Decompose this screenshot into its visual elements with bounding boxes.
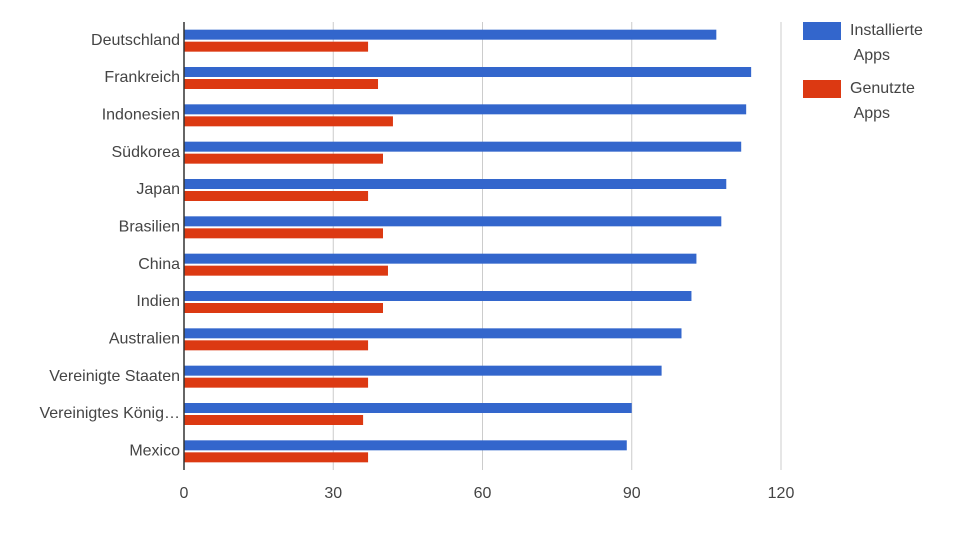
legend-swatch	[803, 80, 841, 98]
bar	[184, 67, 752, 77]
x-tick-label: 30	[324, 485, 342, 502]
bar	[184, 79, 379, 89]
legend-swatch	[803, 22, 841, 40]
x-tick-label: 90	[623, 485, 641, 502]
bar	[184, 328, 682, 339]
bar	[184, 291, 692, 301]
bar	[184, 191, 369, 201]
y-tick-label: Japan	[136, 181, 180, 198]
bar	[184, 179, 727, 189]
bar	[184, 228, 383, 239]
legend-label: Genutzte Apps	[850, 80, 915, 122]
bar	[184, 365, 662, 376]
bar	[184, 253, 697, 264]
bar	[184, 403, 632, 413]
y-tick-label: Vereinigtes König…	[39, 405, 180, 422]
bar	[184, 29, 717, 40]
y-tick-label: Vereinigte Staaten	[49, 368, 180, 385]
y-tick-label: Deutschland	[91, 32, 180, 49]
y-tick-label: Australien	[109, 331, 180, 348]
bar	[184, 303, 383, 313]
y-tick-label: Indien	[136, 293, 180, 310]
bar	[184, 153, 383, 164]
y-tick-label: China	[138, 256, 180, 273]
bar	[184, 116, 393, 127]
bar	[184, 452, 369, 463]
x-tick-label: 60	[474, 485, 492, 502]
y-tick-label: Mexico	[129, 443, 180, 460]
y-tick-label: Südkorea	[112, 144, 181, 161]
bar	[184, 415, 364, 425]
y-tick-label: Frankreich	[104, 69, 180, 86]
legend-label: Installierte Apps	[850, 22, 923, 64]
y-tick-label: Indonesien	[102, 107, 180, 124]
y-tick-label: Brasilien	[119, 219, 180, 236]
bar	[184, 41, 369, 52]
bar	[184, 216, 722, 227]
bar	[184, 377, 369, 388]
bar	[184, 141, 742, 152]
bar	[184, 340, 369, 351]
x-tick-label: 120	[768, 485, 795, 502]
bar	[184, 104, 747, 115]
x-tick-label: 0	[180, 485, 189, 502]
bar	[184, 440, 627, 451]
bar	[184, 265, 388, 276]
